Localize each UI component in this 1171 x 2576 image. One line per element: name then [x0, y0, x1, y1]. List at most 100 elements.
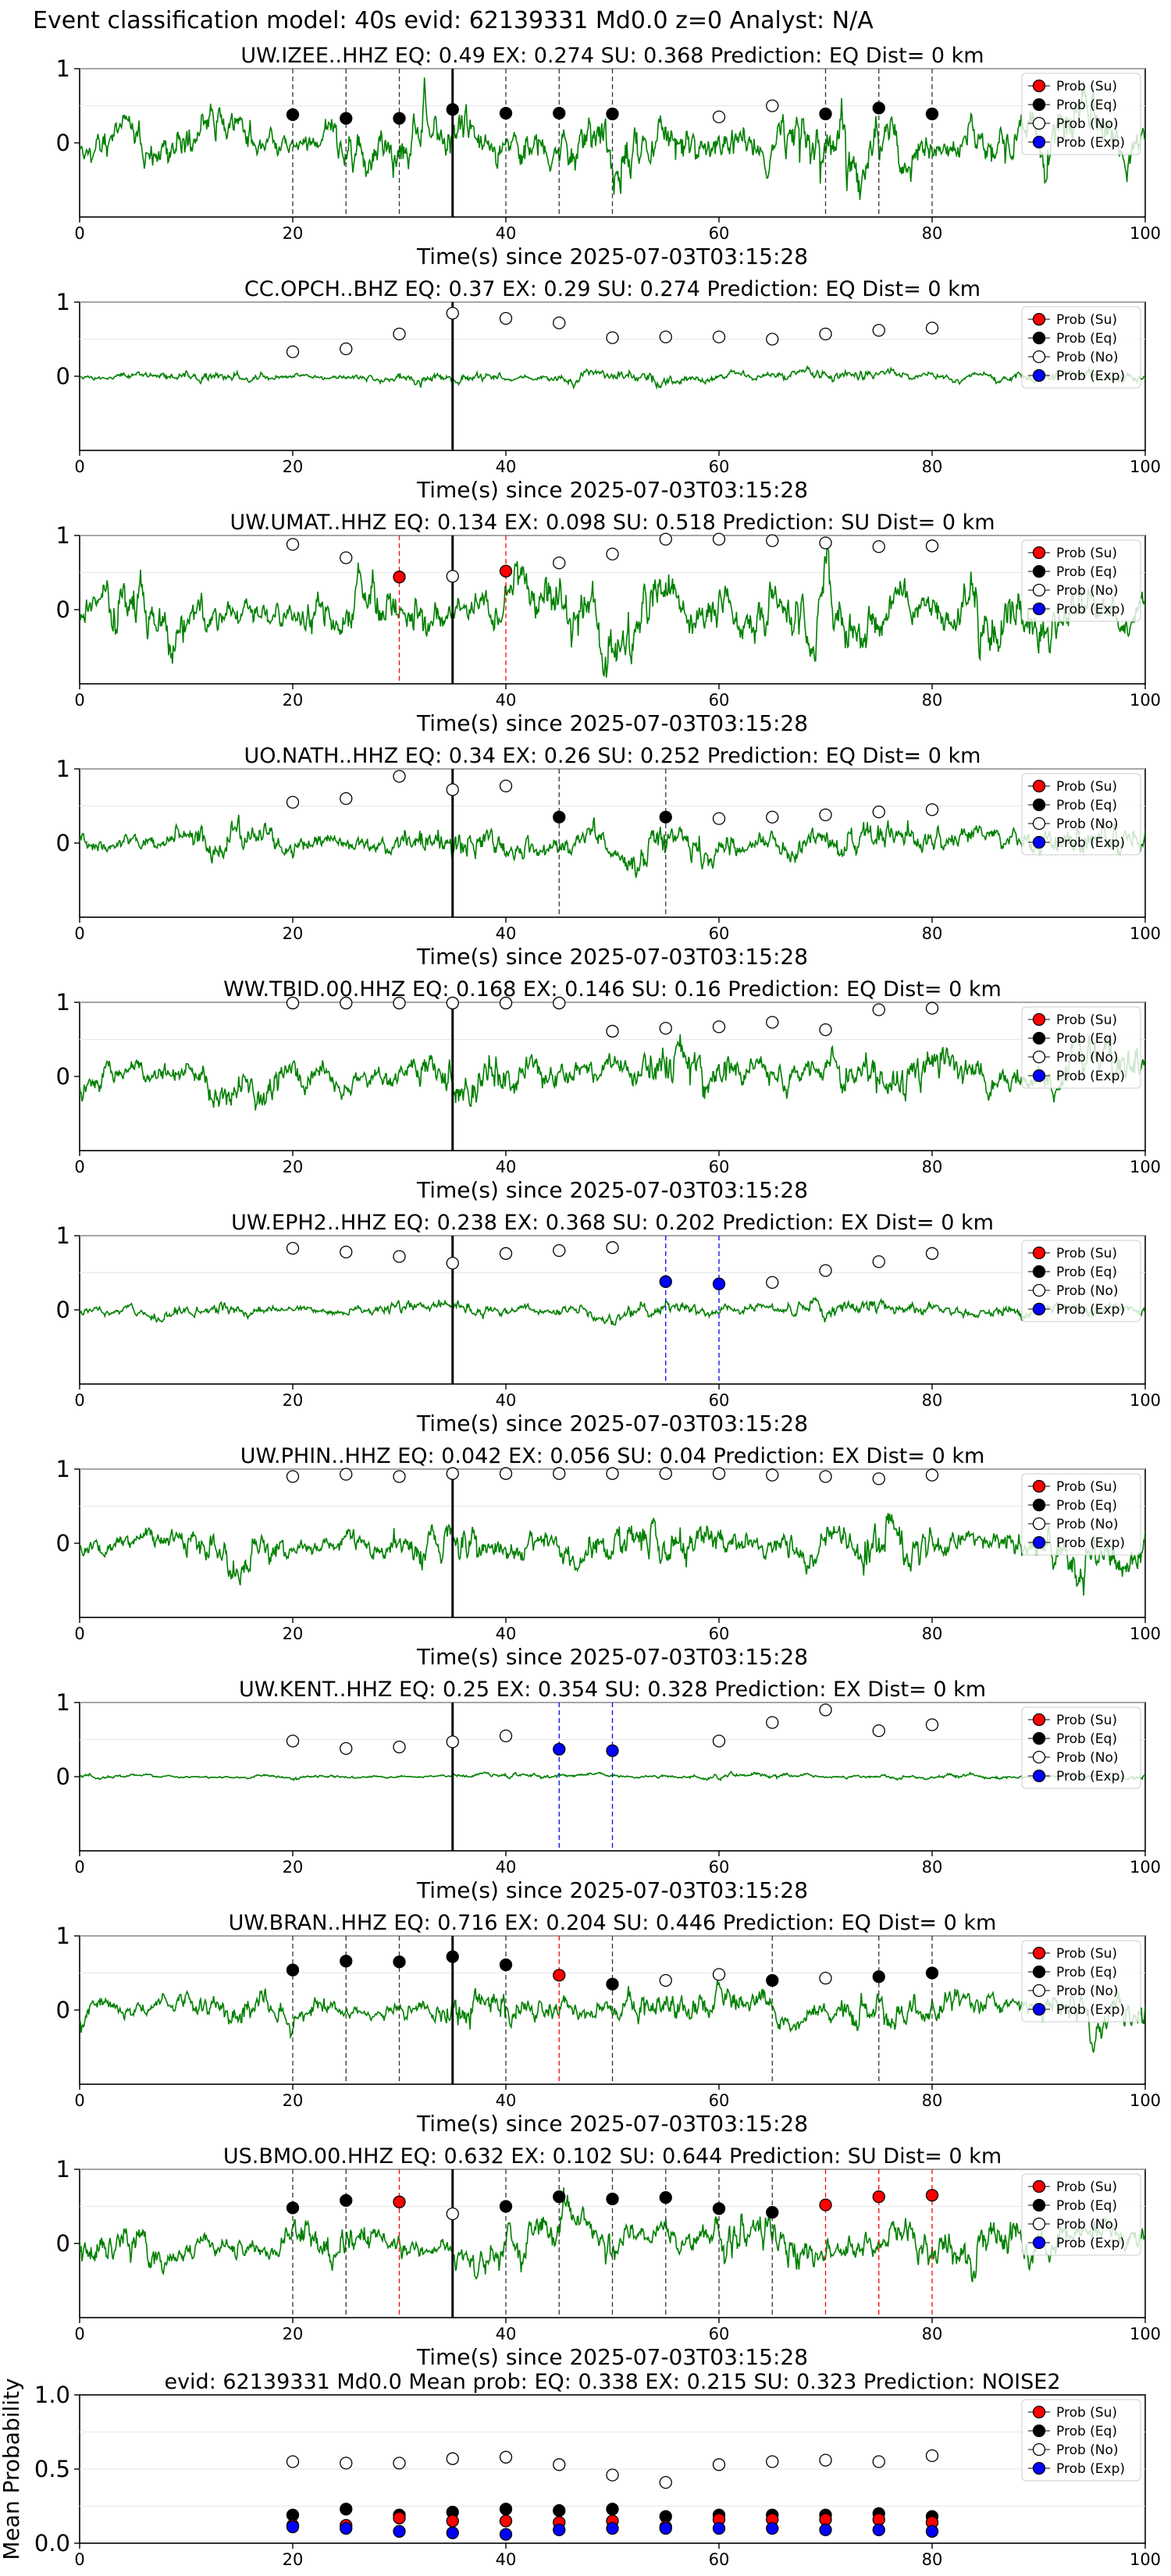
waveform-trace — [80, 540, 1145, 678]
prob-marker-no — [286, 1470, 300, 1483]
prob-marker-no — [766, 810, 779, 824]
prob-marker-no — [393, 1250, 406, 1263]
x-tick-label: 100 — [1130, 224, 1161, 243]
x-tick-label: 60 — [709, 457, 730, 476]
legend-label-su: Prob (Su) — [1056, 1246, 1117, 1261]
x-tick-label: 80 — [922, 1858, 943, 1877]
prob-marker-no — [925, 1718, 939, 1731]
prob-marker-eq — [340, 112, 353, 125]
prob-marker-no — [393, 327, 406, 341]
prob-marker-eq — [340, 2194, 353, 2208]
x-tick-label: 80 — [922, 2325, 943, 2343]
prob-marker-no — [872, 540, 885, 553]
prob-marker-exp — [553, 1742, 566, 1756]
legend-marker-no — [1032, 1517, 1046, 1531]
mean-prob-marker-exp — [499, 2528, 513, 2541]
panel-title: WW.TBID.00.HHZ EQ: 0.168 EX: 0.146 SU: 0… — [223, 977, 1002, 1002]
x-tick-label: 100 — [1130, 1624, 1161, 1643]
prob-marker-eq — [925, 107, 939, 121]
mean-prob-marker-no — [872, 2455, 885, 2468]
mean-prob-marker-exp — [819, 2523, 832, 2537]
prob-marker-eq — [286, 108, 300, 122]
x-tick-label: 100 — [1130, 1158, 1161, 1176]
legend-marker-no — [1032, 1984, 1046, 1998]
x-tick-label: 0 — [74, 691, 84, 710]
x-tick-label: 80 — [922, 2550, 943, 2569]
mean-prob-marker-no — [499, 2450, 513, 2464]
x-tick-label: 40 — [496, 457, 517, 476]
x-axis-label: Time(s) since 2025-07-03T03:15:28 — [416, 1877, 808, 1903]
prob-marker-su — [393, 571, 406, 584]
mean-prob-marker-no — [659, 2475, 672, 2489]
legend-frame — [1021, 306, 1141, 389]
prob-marker-no — [766, 1716, 779, 1729]
prob-marker-no — [286, 996, 300, 1010]
prob-marker-no — [712, 1735, 726, 1748]
legend-label-no: Prob (No) — [1056, 1050, 1119, 1066]
x-tick-label: 80 — [922, 1624, 943, 1643]
prob-marker-no — [819, 1023, 832, 1037]
prob-marker-eq — [659, 2190, 672, 2204]
chart-panel-4: UO.NATH..HHZ EQ: 0.34 EX: 0.26 SU: 0.252… — [56, 744, 1162, 970]
y-tick-label: 1 — [56, 55, 70, 82]
prob-marker-no — [606, 1467, 619, 1480]
prob-marker-no — [340, 792, 353, 806]
x-tick-label: 80 — [922, 691, 943, 710]
legend-label-no: Prob (No) — [1056, 2443, 1119, 2458]
legend-marker-no — [1032, 2217, 1046, 2231]
legend-label-su: Prob (Su) — [1056, 312, 1117, 328]
legend-marker-exp — [1032, 1535, 1046, 1550]
x-axis-label: Time(s) since 2025-07-03T03:15:28 — [416, 710, 808, 736]
legend-label-no: Prob (No) — [1056, 583, 1119, 599]
x-tick-label: 20 — [283, 1158, 304, 1176]
x-tick-label: 80 — [922, 924, 943, 943]
figure-title: Event classification model: 40s evid: 62… — [33, 7, 874, 34]
chart-panel-1: UW.IZEE..HHZ EQ: 0.49 EX: 0.274 SU: 0.36… — [56, 44, 1162, 269]
mean-prob-marker-su — [446, 2514, 459, 2528]
prob-marker-no — [872, 1724, 885, 1738]
prob-marker-eq — [766, 2205, 779, 2219]
legend-marker-exp — [1032, 1769, 1046, 1783]
x-axis-label: Time(s) since 2025-07-03T03:15:28 — [416, 1177, 808, 1203]
x-tick-label: 0 — [74, 2550, 84, 2569]
prob-marker-eq — [446, 103, 459, 116]
y-tick-label: 1 — [56, 522, 70, 549]
x-tick-label: 20 — [283, 457, 304, 476]
legend-marker-su — [1032, 1479, 1046, 1493]
y-tick-label: 1 — [56, 1689, 70, 1716]
mean-prob-marker-exp — [712, 2521, 726, 2535]
mean-prob-marker-no — [286, 2455, 300, 2468]
prob-marker-no — [819, 808, 832, 822]
x-tick-label: 20 — [283, 224, 304, 243]
legend-marker-exp — [1032, 135, 1046, 149]
legend-marker-exp — [1032, 1302, 1046, 1316]
prob-marker-no — [446, 570, 459, 583]
legend-frame — [1021, 1473, 1141, 1556]
x-tick-label: 40 — [496, 924, 517, 943]
prob-marker-su — [872, 2190, 885, 2204]
mean-prob-marker-no — [446, 2452, 459, 2465]
prob-marker-no — [659, 532, 672, 546]
prob-marker-su — [925, 2189, 939, 2202]
prob-marker-no — [499, 311, 513, 326]
prob-marker-no — [340, 342, 353, 356]
legend-marker-no — [1032, 817, 1046, 831]
x-tick-label: 20 — [283, 2325, 304, 2343]
x-tick-label: 0 — [74, 2091, 84, 2110]
legend-label-su: Prob (Su) — [1056, 779, 1117, 795]
prob-marker-no — [393, 1470, 406, 1483]
x-axis-label: Time(s) since 2025-07-03T03:15:28 — [416, 244, 808, 269]
waveform-trace — [80, 365, 1145, 390]
legend: Prob (Su) Prob (Eq) Prob (No) Prob (Exp) — [1021, 773, 1141, 856]
legend-frame — [1021, 2399, 1141, 2482]
legend-marker-exp — [1032, 368, 1046, 382]
panel-title: UW.BRAN..HHZ EQ: 0.716 EX: 0.204 SU: 0.4… — [229, 1911, 997, 1935]
mean-prob-marker-no — [712, 2458, 726, 2471]
chart-panel-11: evid: 62139331 Md0.0 Mean prob: EQ: 0.33… — [0, 2370, 1161, 2569]
mean-prob-marker-exp — [872, 2523, 885, 2537]
x-tick-label: 40 — [496, 1391, 517, 1410]
legend-marker-su — [1032, 546, 1046, 560]
prob-marker-no — [286, 1242, 300, 1255]
chart-panel-8: UW.KENT..HHZ EQ: 0.25 EX: 0.354 SU: 0.32… — [56, 1678, 1162, 1903]
prob-marker-no — [872, 1255, 885, 1268]
